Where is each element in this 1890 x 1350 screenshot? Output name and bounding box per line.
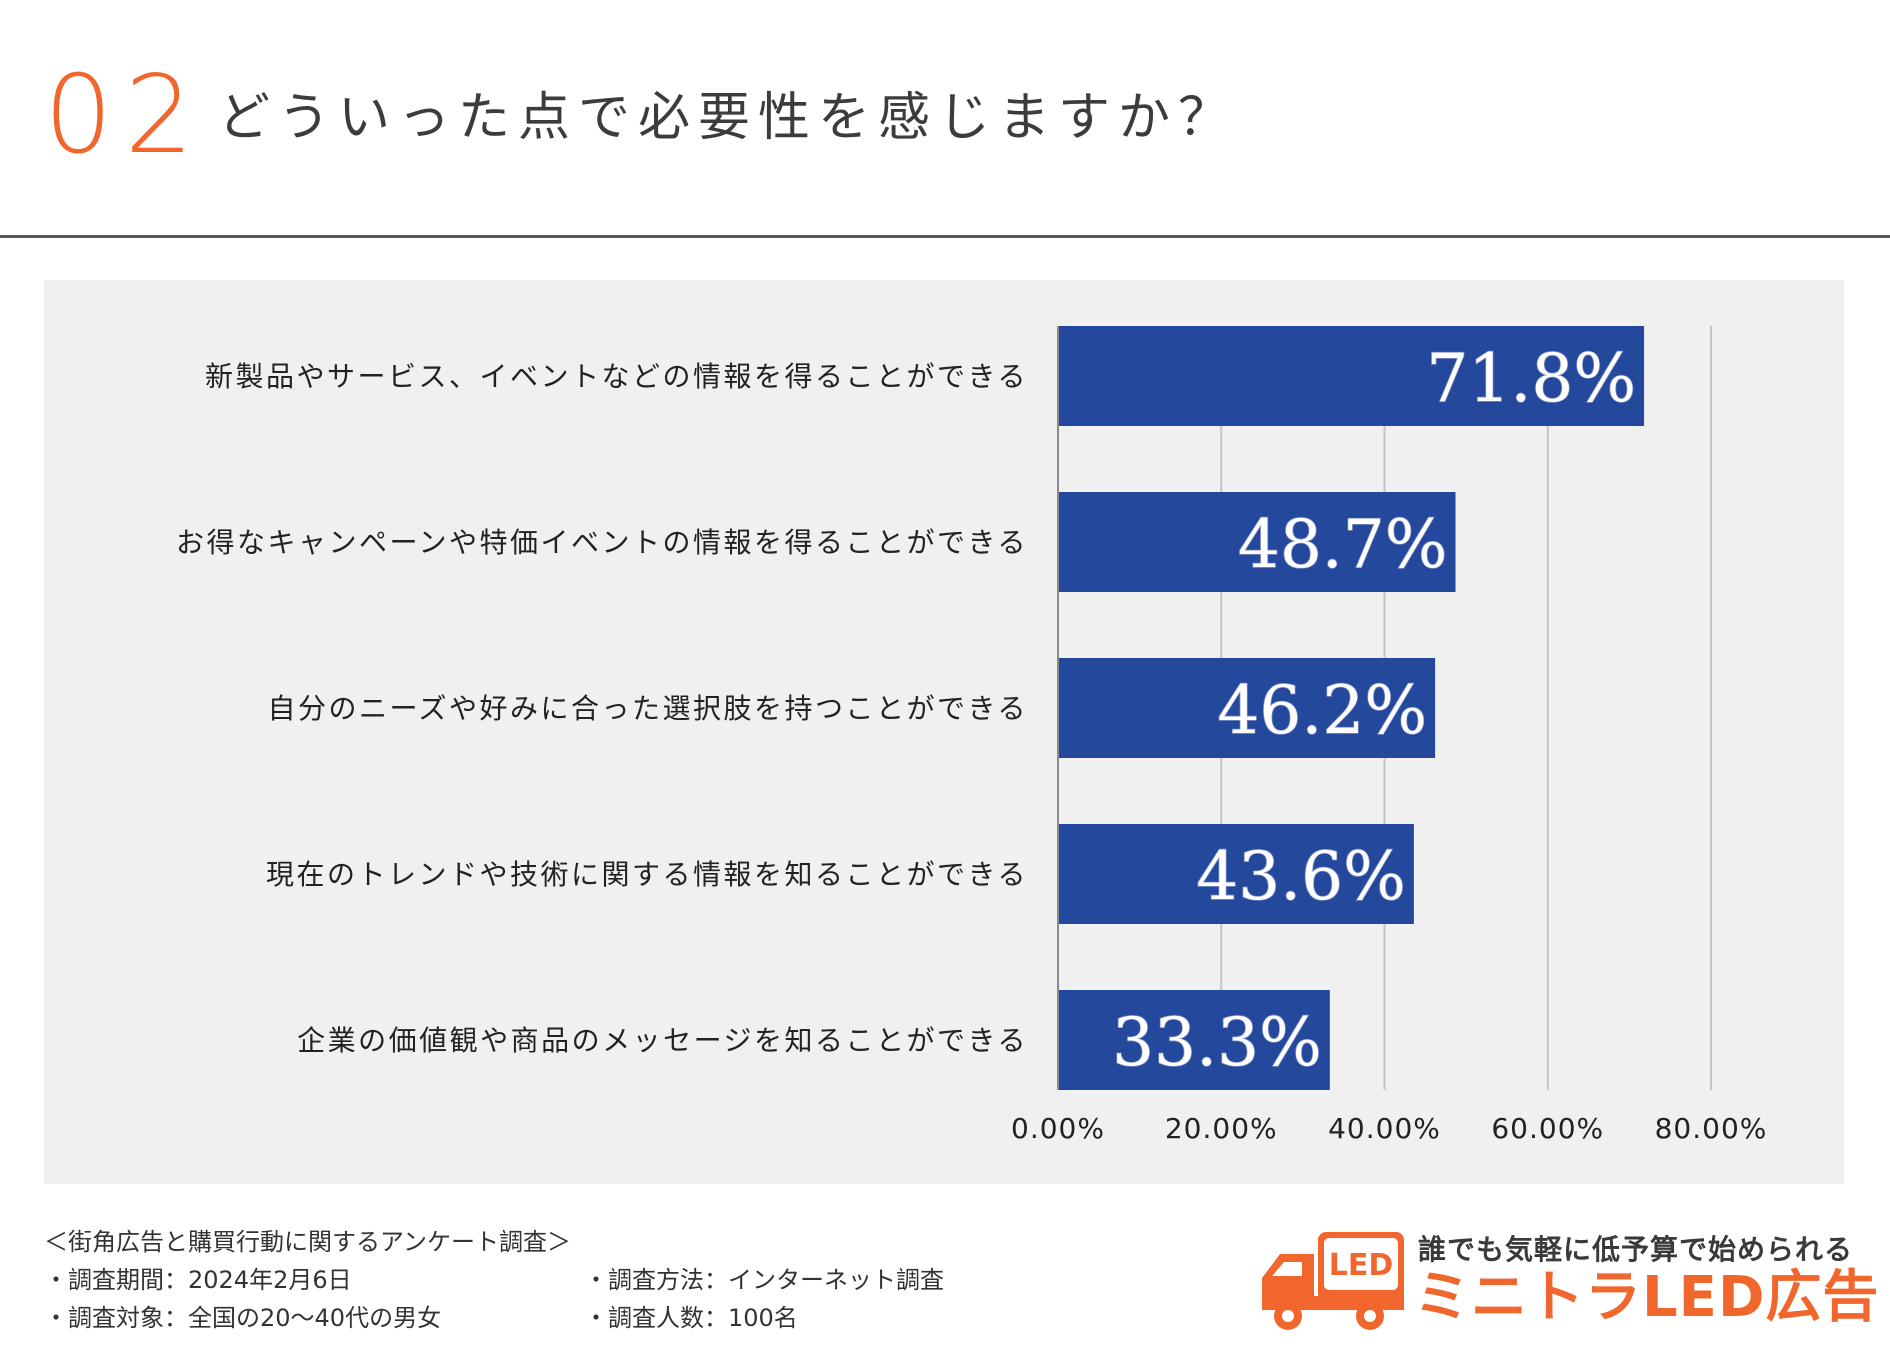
x-tick-label: 60.00% xyxy=(1491,1112,1604,1145)
header: 02 どういった点で必要性を感じますか？ xyxy=(0,0,1890,240)
bar xyxy=(1058,824,1414,924)
brand-name: ミニトラLED広告 xyxy=(1414,1265,1880,1330)
header-divider xyxy=(0,235,1890,238)
x-tick-label: 80.00% xyxy=(1655,1112,1768,1145)
data-label: 71.8% xyxy=(1426,340,1636,417)
brand-logo: LED 誰でも気軽に低予算で始められる ミニトラLED広告 xyxy=(1258,1226,1878,1341)
x-tick-label: 0.00% xyxy=(1011,1112,1105,1145)
question-number: 02 xyxy=(44,53,206,178)
bar xyxy=(1058,990,1330,1090)
bar xyxy=(1058,326,1645,426)
data-label: 46.2% xyxy=(1217,672,1427,749)
survey-count: ・調査人数：100名 xyxy=(584,1304,798,1332)
category-label: 新製品やサービス、イベントなどの情報を得ることができる xyxy=(205,360,1028,393)
truck-icon: LED xyxy=(1262,1232,1404,1330)
page-title: どういった点で必要性を感じますか？ xyxy=(218,88,1239,148)
bar xyxy=(1058,658,1436,758)
bar-chart: 0.00% 20.00% 40.00% 60.00% 80.00% 新製品やサービス、イベ… xyxy=(176,326,1768,1145)
survey-method: ・調査方法：インターネット調査 xyxy=(584,1266,944,1294)
x-tick-label: 20.00% xyxy=(1165,1112,1278,1145)
category-label: 企業の価値観や商品のメッセージを知ることができる xyxy=(297,1024,1028,1057)
survey-period: ・調査期間：2024年2月6日 xyxy=(44,1266,352,1294)
brand-tagline: 誰でも気軽に低予算で始められる xyxy=(1418,1233,1854,1266)
survey-target: ・調査対象：全国の20〜40代の男女 xyxy=(44,1304,442,1332)
bar xyxy=(1058,492,1456,592)
x-tick-label: 40.00% xyxy=(1328,1112,1441,1145)
data-label: 33.3% xyxy=(1112,1004,1322,1081)
data-label: 43.6% xyxy=(1196,838,1406,915)
category-label: 現在のトレンドや技術に関する情報を知ることができる xyxy=(266,858,1028,891)
chart-panel: 0.00% 20.00% 40.00% 60.00% 80.00% 新製品やサービス、イベ… xyxy=(44,280,1844,1184)
data-label: 48.7% xyxy=(1238,506,1448,583)
category-label: 自分のニーズや好みに合った選択肢を持つことができる xyxy=(267,692,1028,725)
survey-title: ＜街角広告と購買行動に関するアンケート調査＞ xyxy=(44,1228,572,1256)
truck-led-text: LED xyxy=(1329,1248,1394,1283)
category-label: お得なキャンペーンや特価イベントの情報を得ることができる xyxy=(176,526,1028,559)
